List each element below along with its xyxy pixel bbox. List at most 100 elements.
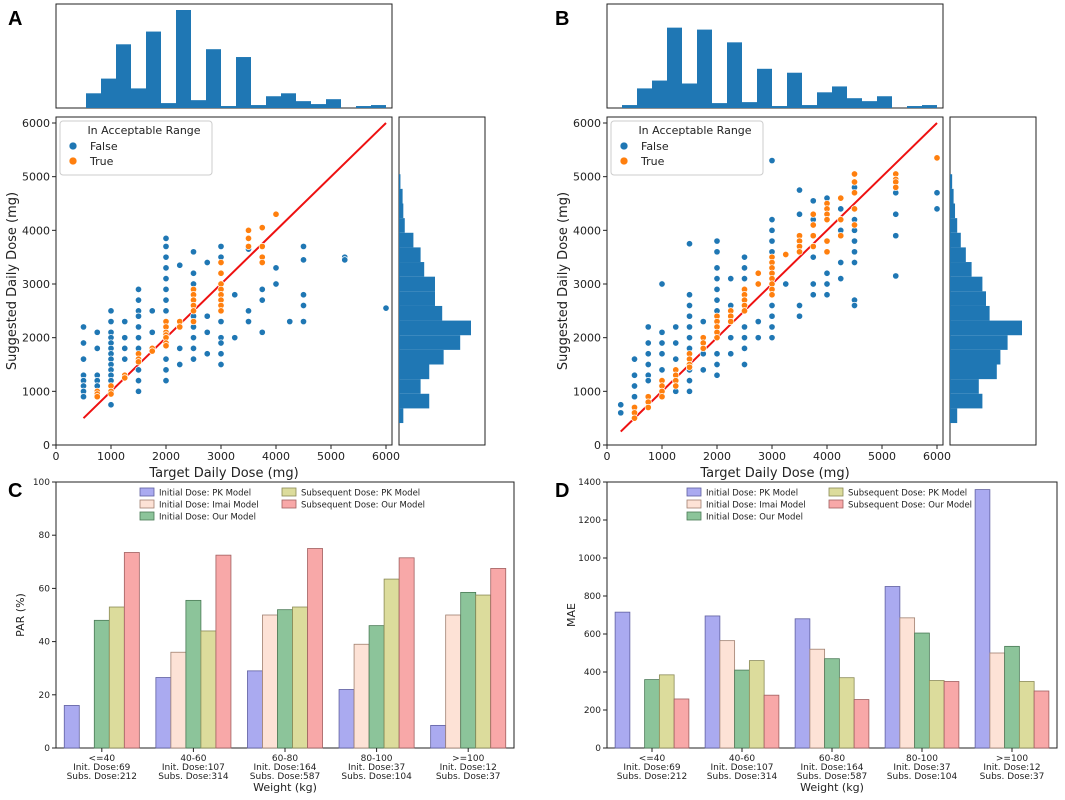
marginal-y-bar — [950, 349, 1001, 365]
category-label: 80-100 — [361, 754, 393, 764]
marginal-y-bar — [950, 262, 972, 277]
data-point-false — [134, 312, 143, 320]
data-point-false — [809, 291, 817, 299]
marginal-y-bar — [399, 232, 414, 248]
marginal-y-bar — [950, 188, 954, 204]
data-point-true — [850, 170, 859, 178]
marginal-y-bar — [399, 320, 471, 336]
panel-label-a: A — [8, 8, 22, 30]
y-tick-label: 40 — [39, 638, 51, 648]
data-point-true — [244, 226, 253, 234]
data-point-false — [93, 328, 101, 336]
legend-label: Initial Dose: PK Model — [706, 489, 798, 499]
y-tick-label: 3000 — [573, 278, 601, 291]
data-point-true — [892, 183, 900, 191]
y-tick-label: 60 — [39, 584, 51, 594]
marginal-x-bar — [622, 105, 637, 108]
data-point-false — [685, 240, 694, 248]
data-point-false — [134, 323, 143, 331]
data-point-false — [299, 301, 308, 310]
data-point-false — [658, 328, 666, 336]
data-point-false — [644, 350, 652, 358]
marginal-x-bar — [772, 106, 787, 108]
category-init-count: Init. Dose:37 — [893, 763, 950, 773]
data-point-false — [134, 285, 143, 293]
data-point-false — [754, 318, 762, 326]
plot-frame — [55, 116, 393, 446]
data-point-false — [672, 323, 680, 331]
legend-label: Subsequent Dose: PK Model — [848, 489, 967, 499]
bar-3-4 — [475, 594, 492, 749]
data-point-false — [699, 366, 707, 374]
data-point-false — [795, 210, 804, 218]
marginal-x-bar — [697, 29, 712, 109]
legend-swatch — [281, 499, 297, 509]
data-point-true — [850, 189, 859, 197]
data-point-false — [850, 237, 859, 245]
data-point-true — [809, 242, 817, 250]
data-point-false — [768, 237, 776, 245]
category-subs-count: Subs. Dose:104 — [341, 772, 412, 782]
y-axis-label: MAE — [565, 603, 578, 627]
legend-label-true: True — [640, 155, 665, 168]
y-tick-label: 0 — [43, 439, 50, 452]
data-point-true — [699, 344, 707, 352]
legend-marker-false — [619, 141, 629, 151]
marginal-y-bar — [399, 188, 403, 204]
bar-2-3 — [368, 625, 385, 749]
bar-0-1 — [704, 615, 721, 749]
marginal-y-bar — [950, 364, 997, 380]
y-axis-label: Suggested Daily Dose (mg) — [556, 192, 571, 370]
bar-4-2 — [853, 699, 870, 749]
data-point-false — [713, 360, 721, 369]
data-point-true — [644, 403, 652, 411]
category-label: <=40 — [89, 754, 116, 764]
bar-3-1 — [748, 660, 765, 749]
data-point-false — [713, 264, 721, 272]
category-init-count: Init. Dose:12 — [440, 763, 497, 773]
data-point-false — [107, 307, 115, 315]
category-label: >=100 — [996, 754, 1029, 764]
data-point-false — [162, 307, 170, 315]
data-point-false — [685, 301, 694, 310]
bar-1-2 — [262, 614, 278, 749]
data-point-false — [189, 269, 198, 277]
marginal-x-bar — [101, 78, 116, 108]
data-point-false — [162, 377, 170, 385]
marginal-x-bar — [682, 83, 697, 108]
data-point-false — [850, 258, 859, 267]
data-point-false — [244, 318, 253, 326]
data-point-true — [809, 210, 817, 218]
panel-label-d: D — [555, 480, 569, 502]
x-tick-label: 4000 — [813, 450, 841, 463]
data-point-false — [299, 318, 308, 326]
data-point-true — [217, 258, 225, 267]
data-point-false — [685, 334, 694, 342]
data-point-false — [258, 328, 266, 336]
legend-swatch — [686, 487, 702, 497]
category-init-count: Init. Dose:107 — [162, 763, 225, 773]
panel-label-c: C — [8, 480, 22, 502]
bar-0-1 — [155, 677, 172, 749]
marginal-x-bar — [652, 80, 667, 108]
data-point-false — [644, 377, 652, 385]
data-point-false — [258, 285, 266, 293]
data-point-false — [148, 328, 156, 336]
bar-1-4 — [445, 614, 462, 749]
data-point-false — [617, 401, 625, 409]
y-tick-label: 6000 — [22, 117, 50, 130]
y-tick-label: 100 — [33, 478, 50, 488]
bar-1-1 — [719, 640, 736, 749]
data-point-true — [837, 216, 845, 224]
x-tick-label: 2000 — [703, 450, 731, 463]
x-tick-label: 5000 — [868, 450, 896, 463]
marginal-y-bar — [950, 408, 958, 424]
marginal-x-bar — [131, 88, 146, 108]
data-point-true — [850, 221, 859, 229]
legend-box — [59, 120, 213, 176]
data-point-true — [244, 234, 253, 242]
marginal-y-bar — [399, 379, 421, 394]
data-point-false — [685, 323, 694, 331]
